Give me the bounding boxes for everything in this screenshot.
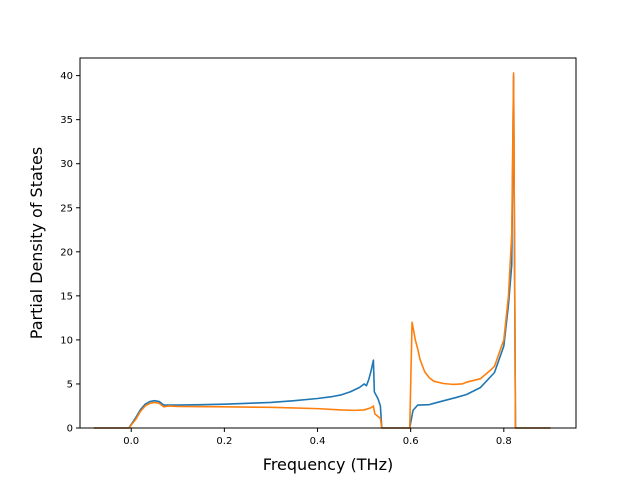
x-tick-label: 0.0	[123, 436, 139, 447]
x-tick-label: 0.8	[496, 436, 512, 447]
y-tick-label: 40	[60, 71, 73, 82]
plot-area: 0.0 0.2 0.4 0.6 0.8 0 5 10 15 20 25 30 35 40	[60, 57, 577, 447]
y-tick-label: 15	[60, 291, 73, 302]
y-tick-label: 35	[60, 115, 73, 126]
x-axis-ticks: 0.0 0.2 0.4 0.6 0.8	[123, 428, 512, 447]
x-tick-label: 0.6	[403, 436, 419, 447]
y-tick-label: 5	[67, 379, 73, 390]
y-tick-label: 20	[60, 247, 73, 258]
y-tick-label: 30	[60, 159, 73, 170]
y-axis-title: Partial Density of States	[27, 147, 46, 339]
y-tick-label: 0	[67, 424, 73, 435]
series-line-1	[93, 74, 551, 429]
y-tick-label: 25	[60, 203, 73, 214]
axes-frame	[79, 57, 577, 429]
x-tick-label: 0.4	[310, 436, 326, 447]
y-axis-ticks: 0 5 10 15 20 25 30 35 40	[60, 71, 80, 435]
y-tick-label: 10	[60, 335, 73, 346]
x-tick-label: 0.2	[216, 436, 232, 447]
x-axis-title: Frequency (THz)	[263, 455, 393, 474]
